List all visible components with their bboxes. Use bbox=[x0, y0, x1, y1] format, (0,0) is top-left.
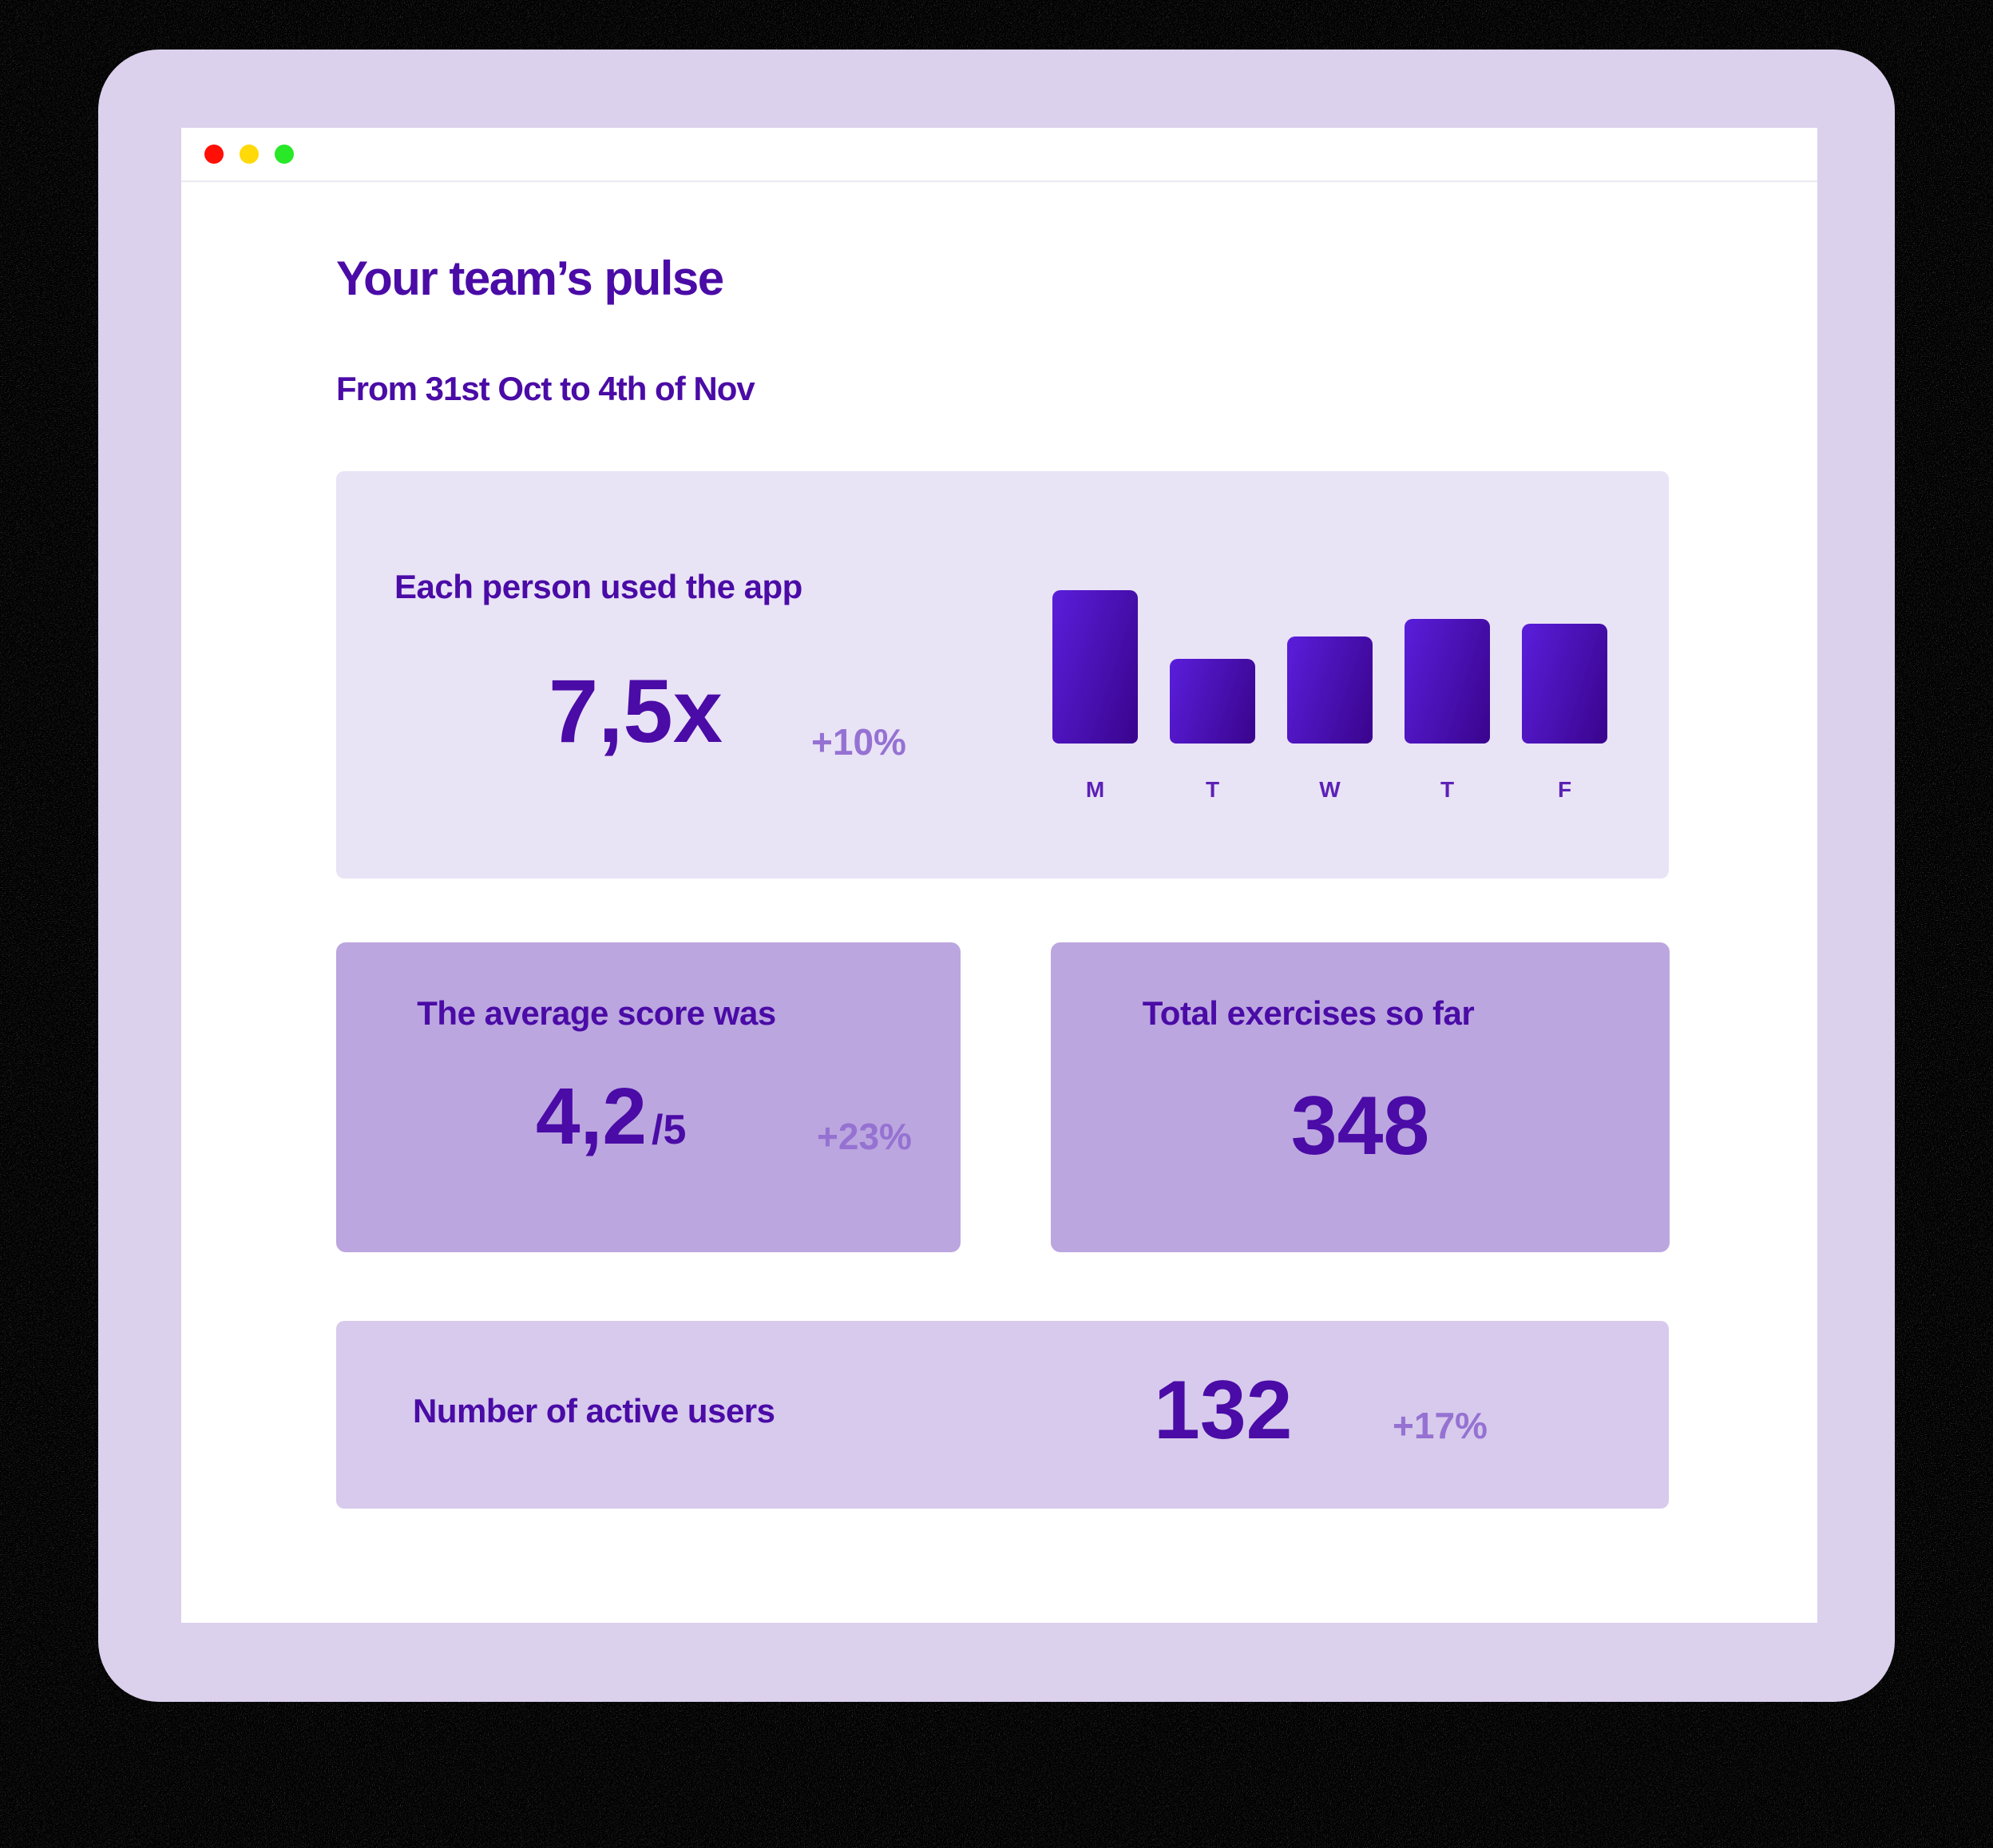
active-users-value: 132 bbox=[1154, 1364, 1293, 1457]
bar-2 bbox=[1170, 659, 1255, 744]
bar-axis-label-2: T bbox=[1205, 777, 1220, 802]
window-frame: Your team’s pulse From 31st Oct to 4th o… bbox=[98, 50, 1895, 1702]
minimize-button[interactable] bbox=[240, 145, 259, 164]
bar-5 bbox=[1522, 624, 1607, 744]
usage-value: 7,5x bbox=[549, 661, 723, 761]
active-users-heading: Number of active users bbox=[413, 1392, 775, 1430]
bar-column-1: M bbox=[1052, 471, 1138, 801]
average-score-heading: The average score was bbox=[417, 994, 776, 1032]
bar-3 bbox=[1287, 636, 1373, 744]
total-exercises-heading: Total exercises so far bbox=[1142, 994, 1475, 1032]
bar-1 bbox=[1052, 590, 1138, 744]
total-exercises-card: Total exercises so far 348 bbox=[1051, 942, 1670, 1252]
bar-column-5: F bbox=[1522, 471, 1607, 801]
usage-card: Each person used the app 7,5x +10% M T W T F bbox=[336, 471, 1669, 878]
bar-column-3: W bbox=[1287, 471, 1373, 801]
bar-column-2: T bbox=[1170, 471, 1255, 801]
usage-delta-badge: +10% bbox=[811, 721, 906, 763]
titlebar bbox=[181, 128, 1817, 182]
close-button[interactable] bbox=[204, 145, 224, 164]
total-exercises-value: 348 bbox=[1290, 1080, 1430, 1172]
bar-axis-label-5: F bbox=[1557, 777, 1572, 802]
active-users-delta-badge: +17% bbox=[1393, 1405, 1488, 1446]
bar-axis-label-1: M bbox=[1085, 777, 1105, 802]
active-users-card: Number of active users 132 +17% bbox=[336, 1321, 1669, 1509]
date-range: From 31st Oct to 4th of Nov bbox=[336, 370, 755, 407]
usage-card-heading: Each person used the app bbox=[394, 568, 802, 605]
average-score-scale: /5 bbox=[652, 1107, 687, 1153]
zoom-button[interactable] bbox=[275, 145, 294, 164]
bar-4 bbox=[1405, 619, 1490, 744]
traffic-lights bbox=[204, 145, 294, 164]
average-score-value: 4,2 bbox=[536, 1072, 648, 1161]
average-score-card: The average score was 4,2 /5 +23% bbox=[336, 942, 961, 1252]
bar-column-4: T bbox=[1405, 471, 1490, 801]
average-score-delta-badge: +23% bbox=[817, 1116, 912, 1157]
bar-axis-label-4: T bbox=[1440, 777, 1455, 802]
bar-axis-label-3: W bbox=[1319, 777, 1341, 802]
browser-window: Your team’s pulse From 31st Oct to 4th o… bbox=[181, 128, 1817, 1623]
page-title: Your team’s pulse bbox=[336, 252, 724, 305]
average-score-value-row: 4,2 /5 bbox=[536, 1077, 686, 1156]
